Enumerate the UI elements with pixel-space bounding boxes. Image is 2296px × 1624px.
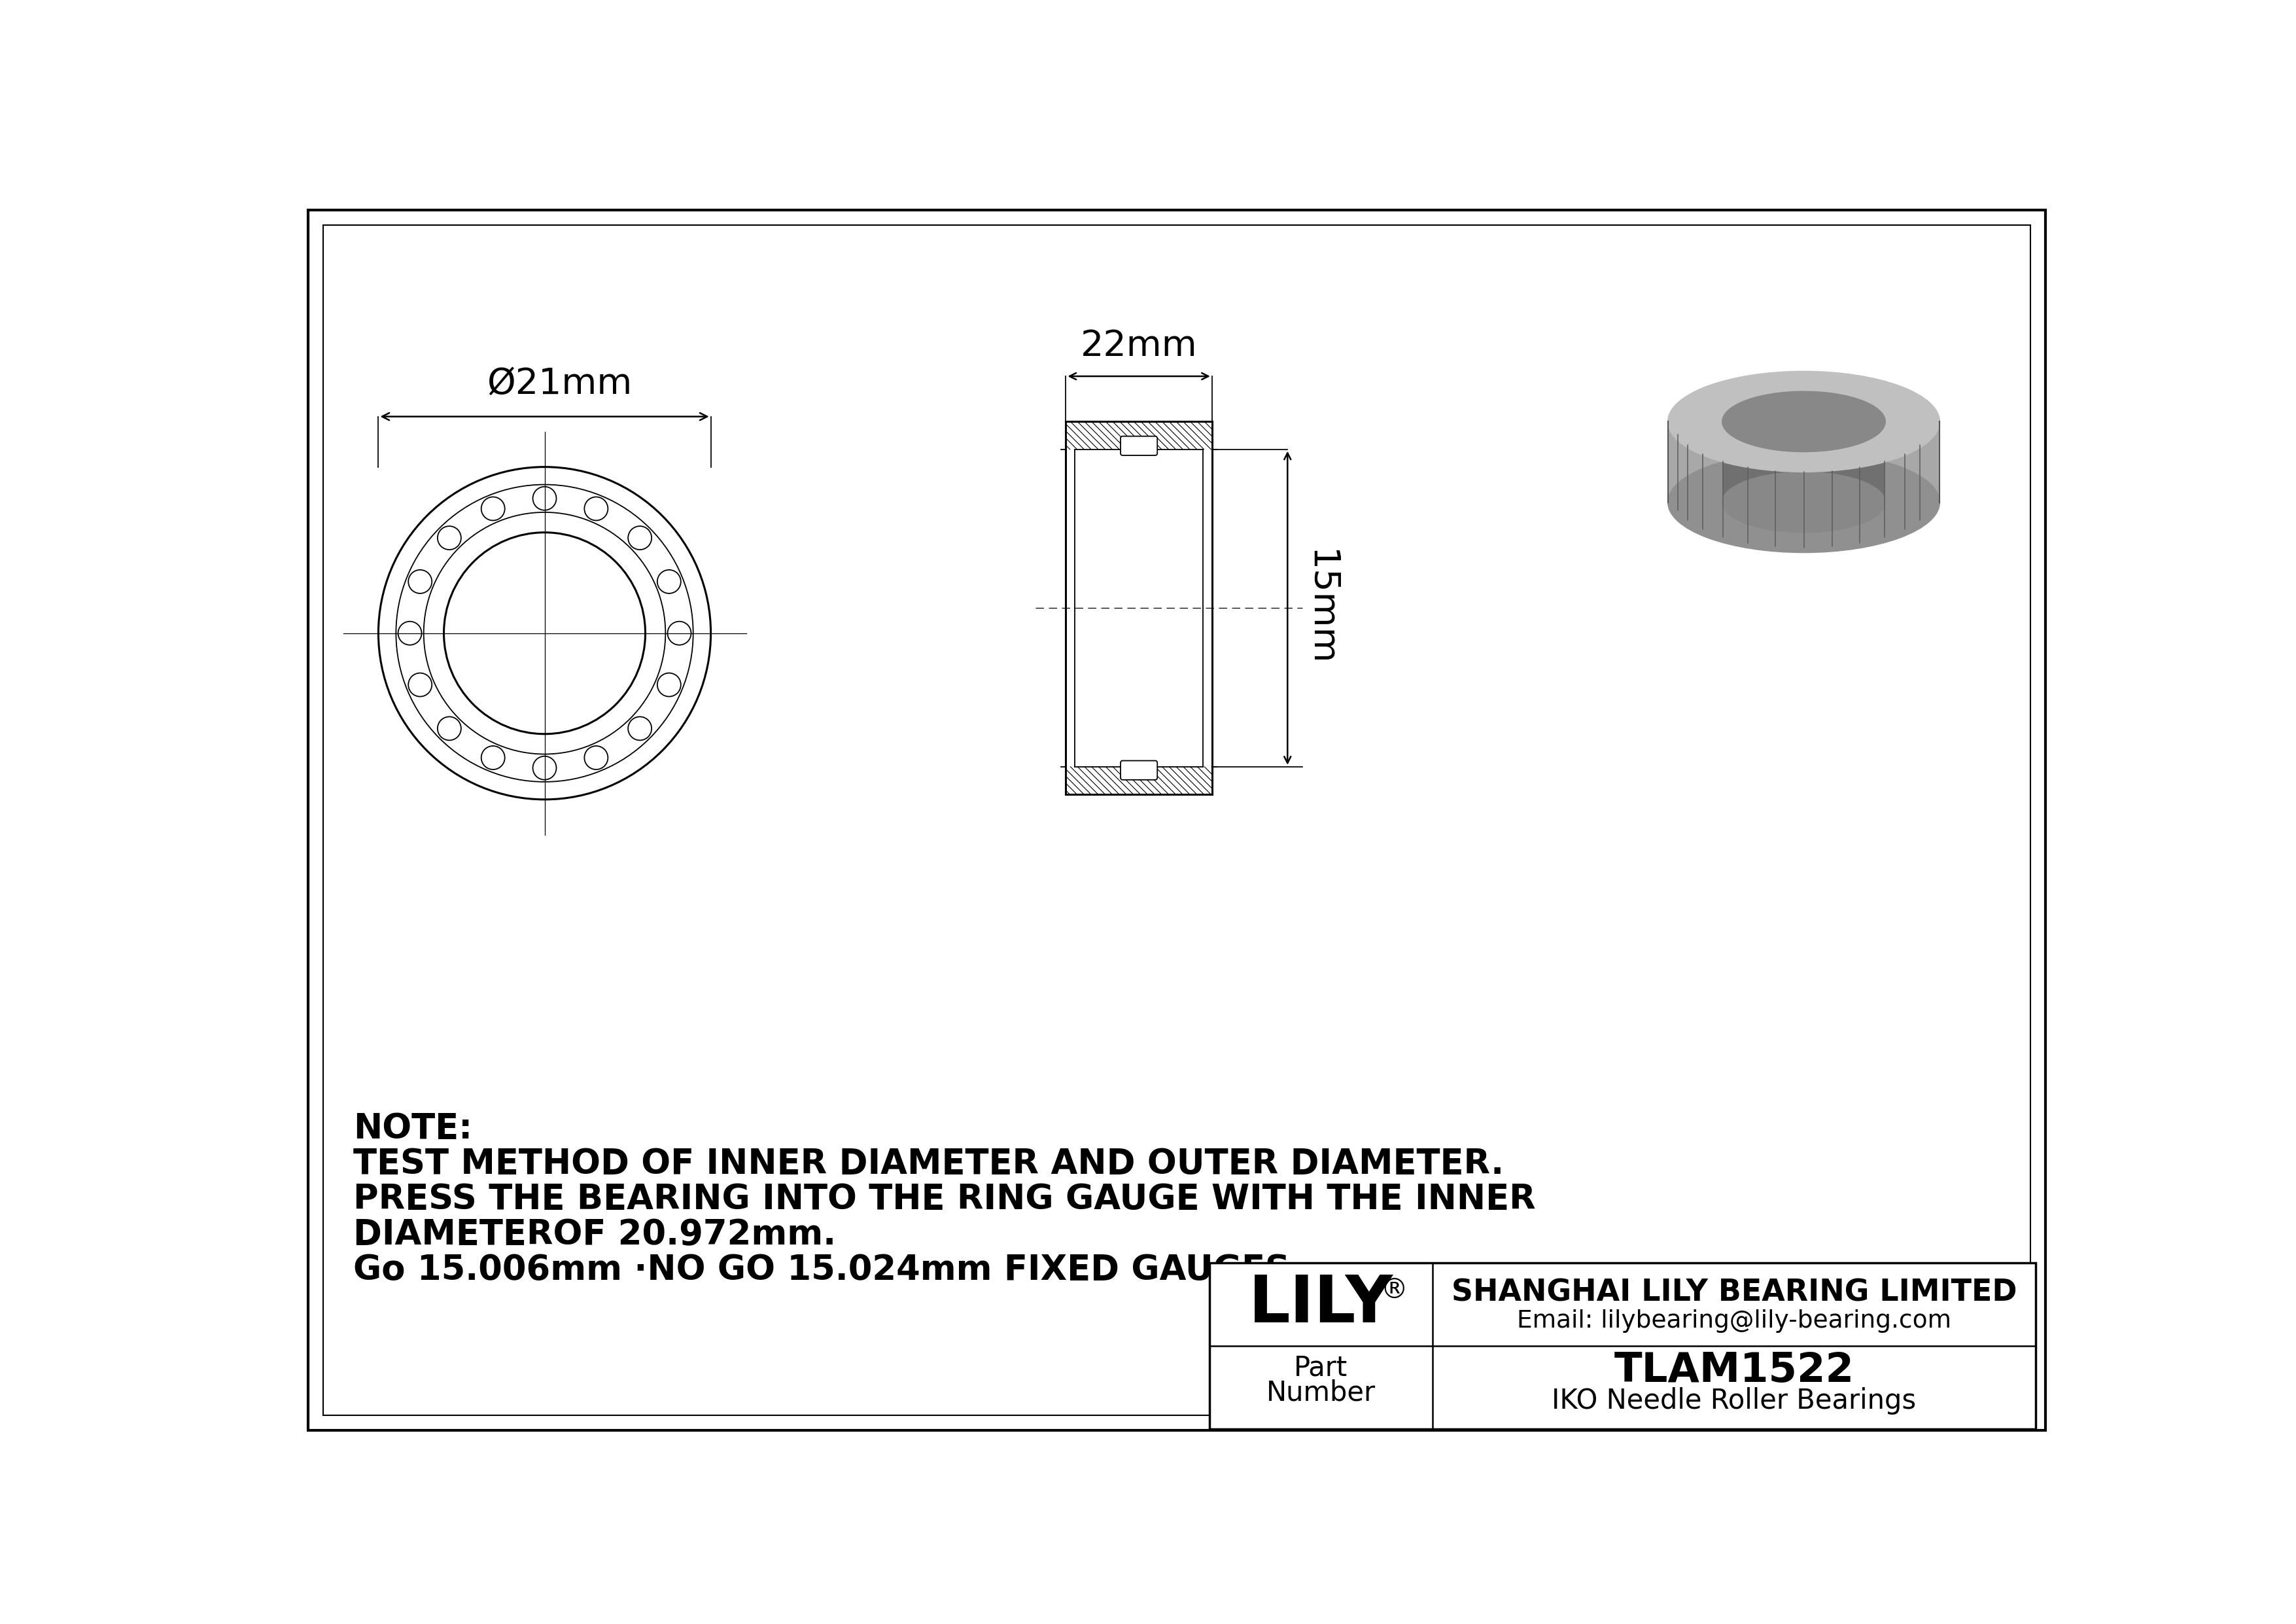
Text: ®: ®: [1380, 1276, 1407, 1304]
Text: Go 15.006mm ·NO GO 15.024mm FIXED GAUGES: Go 15.006mm ·NO GO 15.024mm FIXED GAUGES: [354, 1252, 1290, 1286]
Bar: [1210, 1263, 2037, 1429]
Bar: [1722, 422, 1885, 502]
Ellipse shape: [1667, 372, 1940, 473]
Text: Part: Part: [1295, 1354, 1348, 1382]
Bar: [1667, 422, 1940, 502]
Ellipse shape: [1722, 391, 1885, 451]
Text: Number: Number: [1267, 1379, 1375, 1406]
FancyBboxPatch shape: [1120, 437, 1157, 455]
Ellipse shape: [1667, 451, 1940, 552]
Text: Ø21mm: Ø21mm: [487, 365, 631, 401]
Text: SHANGHAI LILY BEARING LIMITED: SHANGHAI LILY BEARING LIMITED: [1451, 1278, 2016, 1307]
Ellipse shape: [1722, 473, 1885, 533]
Text: DIAMETEROF 20.972mm.: DIAMETEROF 20.972mm.: [354, 1218, 836, 1252]
Text: PRESS THE BEARING INTO THE RING GAUGE WITH THE INNER: PRESS THE BEARING INTO THE RING GAUGE WI…: [354, 1182, 1536, 1216]
Text: LILY: LILY: [1249, 1273, 1394, 1337]
Text: TLAM1522: TLAM1522: [1614, 1351, 1853, 1390]
Text: IKO Needle Roller Bearings: IKO Needle Roller Bearings: [1552, 1387, 1917, 1415]
Text: NOTE:: NOTE:: [354, 1112, 473, 1147]
FancyBboxPatch shape: [1120, 760, 1157, 780]
Text: 22mm: 22mm: [1081, 328, 1199, 364]
Text: 15mm: 15mm: [1302, 549, 1339, 666]
Text: Email: lilybearing@lily-bearing.com: Email: lilybearing@lily-bearing.com: [1518, 1309, 1952, 1333]
Text: TEST METHOD OF INNER DIAMETER AND OUTER DIAMETER.: TEST METHOD OF INNER DIAMETER AND OUTER …: [354, 1147, 1504, 1181]
